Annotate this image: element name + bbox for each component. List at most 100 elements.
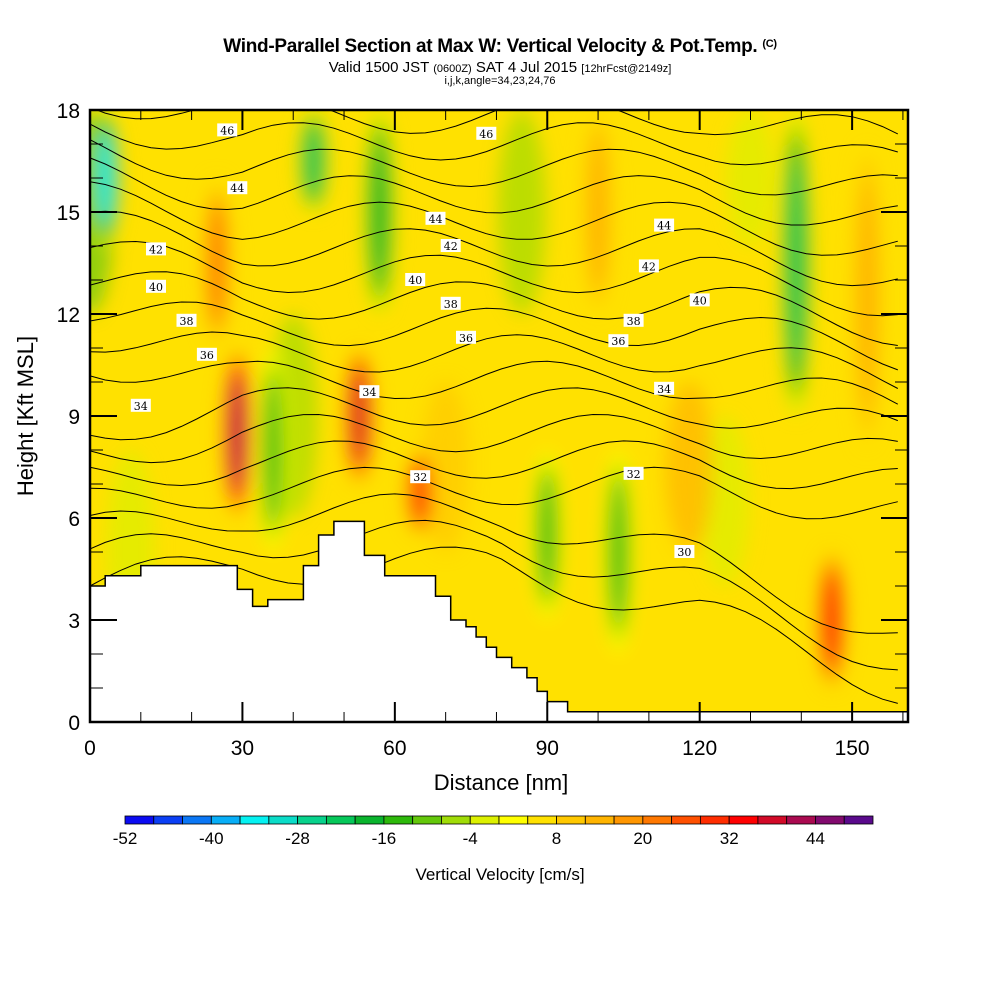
contour-label-text: 44 — [657, 220, 671, 233]
field-band — [665, 382, 714, 552]
theta-contour-40 — [90, 271, 898, 346]
updraft-core — [860, 192, 874, 402]
contour-label-bg — [227, 181, 248, 195]
contour-label-text: 40 — [408, 274, 422, 287]
contour-label: 34 — [130, 398, 151, 413]
contour-label-bg — [440, 239, 461, 252]
theta-contour-32 — [90, 493, 898, 634]
contour-label-text: 44 — [429, 213, 443, 226]
contour-label: 42 — [440, 239, 461, 253]
theta-contour-30 — [90, 546, 898, 704]
x-tick-label: 120 — [682, 737, 717, 760]
colorbar-swatch — [556, 815, 586, 825]
downdraft-core — [789, 158, 803, 368]
theta-contour-38 — [90, 331, 899, 389]
colorbar: -52 -40 -28 -16 -4 8 20 32 44 Vertical Velocity [… — [113, 815, 874, 884]
theta-contour-34 — [90, 440, 898, 490]
y-tick-label: 0 — [68, 712, 80, 735]
contour-label-bg — [608, 334, 629, 348]
contour-label-bg — [130, 398, 151, 412]
colorbar-swatch — [843, 815, 874, 825]
colorbar-tick-label: -40 — [199, 829, 224, 848]
contour-label-text: 36 — [611, 335, 625, 348]
theta-contour-35 — [90, 413, 898, 464]
contour-label: 46 — [476, 126, 497, 141]
updraft-core — [352, 369, 366, 463]
theta-contour-39 — [90, 301, 898, 371]
colorbar-swatch — [239, 815, 270, 825]
contour-label-bg — [654, 381, 675, 395]
valid-time: Valid 1500 JST — [328, 59, 430, 76]
contour-label-text: 36 — [459, 332, 473, 345]
colorbar-tick-label: 20 — [633, 829, 652, 848]
contour-label: 32 — [410, 470, 431, 484]
contour-label: 44 — [425, 211, 446, 226]
contour-label-text: 42 — [444, 240, 458, 253]
contour-label-text: 34 — [657, 383, 671, 396]
colorbar-swatch — [182, 815, 212, 825]
contour-label-text: 30 — [677, 546, 691, 559]
field-band — [726, 110, 775, 246]
colorbar-tick-label: -4 — [463, 829, 478, 848]
downdraft-core — [98, 131, 112, 225]
chart-title-text: Wind-Parallel Section at Max W: Vertical… — [223, 36, 758, 57]
contour-label: 32 — [623, 466, 644, 481]
contour-label-text: 46 — [479, 128, 493, 141]
contour-label-bg — [146, 242, 166, 256]
contour-label-bg — [440, 296, 461, 310]
contour-label-text: 38 — [444, 298, 458, 311]
contour-label-bg — [217, 123, 238, 137]
colorbar-swatch — [527, 815, 557, 825]
chart-title: Wind-Parallel Section at Max W: Vertical… — [0, 36, 1000, 58]
colorbar-swatch — [757, 815, 788, 825]
theta-contour-33 — [90, 466, 898, 520]
contour-label: 40 — [689, 293, 710, 307]
downdraft-core — [266, 380, 280, 520]
contour-label-bg — [476, 126, 497, 140]
colorbar-swatch — [786, 815, 816, 825]
colorbar-swatch — [412, 815, 442, 825]
contour-label: 42 — [638, 259, 659, 273]
colorbar-swatch — [699, 815, 730, 825]
colorbar-swatch — [268, 815, 299, 825]
theta-contour-42 — [90, 210, 898, 287]
colorbar-tick-label: -16 — [372, 829, 397, 848]
contour-label-text: 38 — [180, 315, 194, 328]
theta-contour-45 — [90, 139, 898, 196]
contour-label-bg — [623, 466, 644, 480]
contour-label-text: 32 — [413, 471, 427, 484]
contour-label-bg — [405, 273, 426, 286]
colorbar-swatch — [325, 815, 356, 825]
contour-label-text: 46 — [220, 124, 234, 137]
contour-label-bg — [410, 470, 431, 484]
contour-label: 30 — [674, 545, 695, 559]
contour-label-bg — [196, 347, 217, 361]
updraft-core — [210, 205, 224, 321]
section-info: i,j,k,angle=34,23,24,76 — [444, 75, 556, 87]
colorbar-swatch — [354, 815, 385, 825]
colorbar-swatch — [469, 815, 500, 825]
contour-label-text: 32 — [627, 468, 641, 481]
contour-label: 44 — [654, 218, 675, 233]
contour-label-text: 40 — [149, 281, 163, 294]
theta-contours — [90, 110, 899, 704]
contour-label-bg — [638, 259, 659, 273]
colorbar-swatch — [297, 815, 327, 825]
contour-label: 36 — [196, 347, 217, 362]
colorbar-swatch — [383, 815, 414, 825]
y-axis-title: Height [Kft MSL] — [13, 336, 38, 496]
contour-label: 38 — [176, 313, 197, 328]
x-tick-label: 90 — [536, 737, 559, 760]
contour-label-bg — [674, 545, 695, 558]
forecast-info: [12hrFcst@2149z] — [581, 63, 672, 75]
colorbar-tick-label: -28 — [285, 829, 310, 848]
contour-label-bg — [623, 313, 644, 327]
y-tick-label: 12 — [57, 304, 80, 327]
contour-label-text: 34 — [134, 400, 148, 413]
colorbar-tick-label: 8 — [552, 829, 561, 848]
contour-label-bg — [689, 293, 710, 307]
theta-contour-31 — [90, 519, 898, 671]
x-axis-title: Distance [nm] — [434, 770, 569, 795]
